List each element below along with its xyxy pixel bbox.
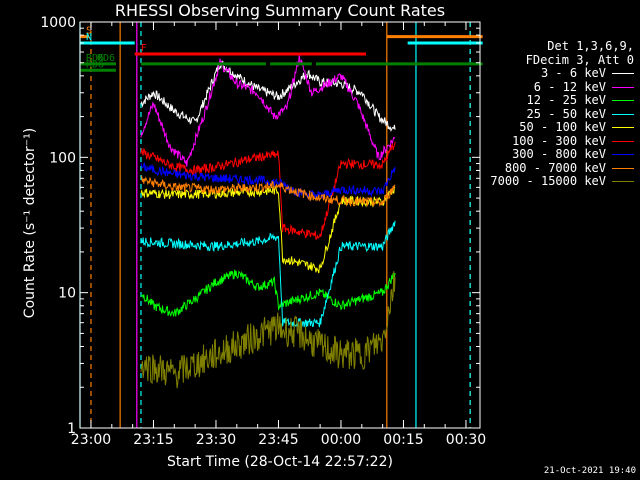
series-line-25-50keV: [140, 220, 396, 329]
legend-header-1: Det 1,3,6,9,: [547, 39, 634, 53]
status-bar-label: RD6: [97, 53, 115, 64]
legend-entry: 12 - 25 keV: [490, 93, 634, 108]
series-line-100-300keV: [140, 141, 396, 240]
timestamp: 21-Oct-2021 19:40: [543, 466, 636, 476]
status-bar-label: F: [141, 43, 147, 54]
legend-label: 12 - 25 keV: [526, 93, 606, 107]
legend-swatch: [612, 181, 634, 183]
x-tick-label: 00:15: [383, 432, 423, 448]
plot-frame: [79, 21, 481, 429]
legend-entry: 800 - 7000 keV: [490, 160, 634, 176]
legend-entry: 300 - 800 keV: [490, 147, 634, 162]
status-bar-label: S: [86, 26, 92, 37]
legend-entry: 100 - 300 keV: [490, 133, 634, 149]
legend-entry: 50 - 100 keV: [490, 120, 634, 135]
series-line-7000-15000keV: [140, 271, 396, 389]
legend-header-2: FDecim 3, Att 0: [525, 52, 634, 67]
legend-swatch: [612, 100, 634, 102]
x-tick-label: 00:30: [446, 432, 486, 448]
legend-swatch: [612, 113, 634, 115]
x-tick-label: 23:15: [133, 432, 173, 448]
y-tick-label: 1000: [40, 15, 76, 31]
series-lines: [140, 54, 396, 389]
legend-label: 800 - 7000 keV: [504, 160, 606, 175]
status-bar-label: RD6: [86, 53, 104, 64]
legend-label: 25 - 50 keV: [526, 106, 606, 121]
y-tick-label: 10: [58, 286, 76, 302]
legend-entry: 6 - 12 keV: [490, 79, 634, 95]
legend-label: 50 - 100 keV: [519, 120, 606, 134]
legend-label: 3 - 6 keV: [540, 66, 606, 80]
x-tick-label: 00:00: [321, 432, 361, 448]
legend-label: 100 - 300 keV: [512, 133, 606, 148]
vertical-markers: [79, 22, 471, 428]
x-tick-label: 23:00: [71, 432, 111, 448]
legend-swatch: [612, 127, 634, 129]
status-bar-label: RD6: [86, 59, 104, 70]
legend-label: 300 - 800 keV: [512, 147, 606, 161]
status-bar-label: N: [86, 32, 92, 43]
legend-entry: 3 - 6 keV: [490, 66, 634, 81]
y-tick-label: 1: [67, 421, 76, 437]
chart-title: RHESSI Observing Summary Count Rates: [114, 1, 446, 20]
x-axis-label: Start Time (28-Oct-14 22:57:22): [167, 454, 393, 470]
legend-swatch: [612, 167, 634, 169]
legend-label: 6 - 12 keV: [533, 79, 606, 94]
series-line-12-25keV: [140, 269, 396, 317]
legend-rows: 3 - 6 keV 6 - 12 keV 12 - 25 keV 25 - 50 ke…: [490, 66, 634, 189]
series-line-800-7000keV: [140, 175, 396, 207]
legend-swatch: [612, 86, 634, 88]
axes: 23:00 23:15 23:30 23:45 00:00 00:15 00:30 1 10 10…: [40, 15, 486, 448]
y-axis-label: Count Rate (s⁻¹ detector⁻¹): [22, 127, 38, 319]
legend-swatch: [612, 73, 634, 75]
series-line-6-12keV: [140, 54, 396, 167]
x-tick-label: 23:30: [196, 432, 236, 448]
legend-label: 7000 - 15000 keV: [490, 174, 606, 188]
series-line-3-6keV: [140, 60, 396, 133]
x-tick-label: 23:45: [258, 432, 298, 448]
legend-entry: 7000 - 15000 keV: [490, 174, 634, 189]
legend-entry: 25 - 50 keV: [490, 106, 634, 122]
legend: Det 1,3,6,9, FDecim 3, Att 0 3 - 6 keV 6 …: [490, 39, 634, 189]
y-tick-label: 100: [49, 150, 76, 166]
legend-swatch: [612, 140, 634, 142]
legend-swatch: [612, 154, 634, 156]
